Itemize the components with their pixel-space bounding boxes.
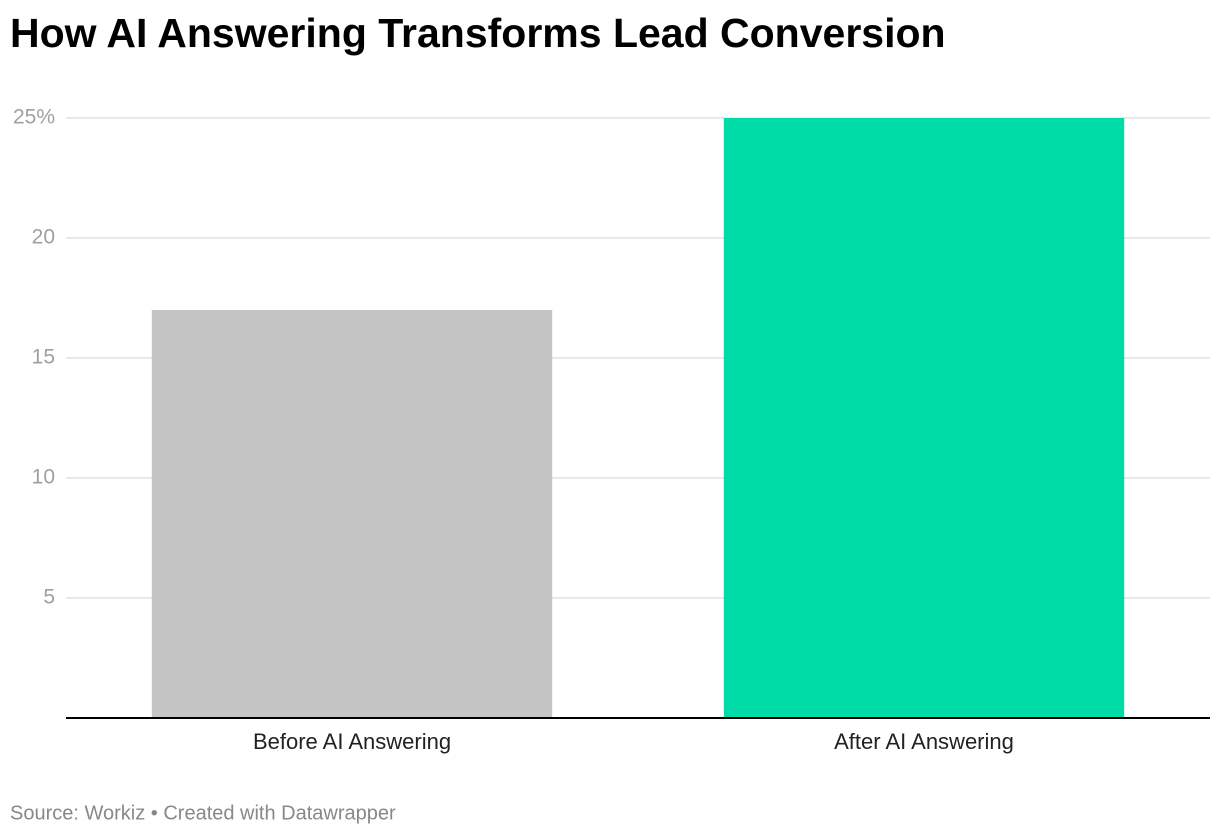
y-tick-label: 5 [43,586,55,609]
bar [723,118,1125,718]
x-tick-label: After AI Answering [834,729,1014,754]
y-tick-label: 10 [32,466,55,489]
x-tick-label: Before AI Answering [253,729,451,754]
bar [151,310,553,718]
chart-title: How AI Answering Transforms Lead Convers… [10,10,946,56]
y-tick-label: 25% [13,106,55,129]
y-tick-label: 15 [32,346,55,369]
source-note: Source: Workiz • Created with Datawrappe… [10,802,396,824]
y-tick-label: 20 [32,226,55,249]
